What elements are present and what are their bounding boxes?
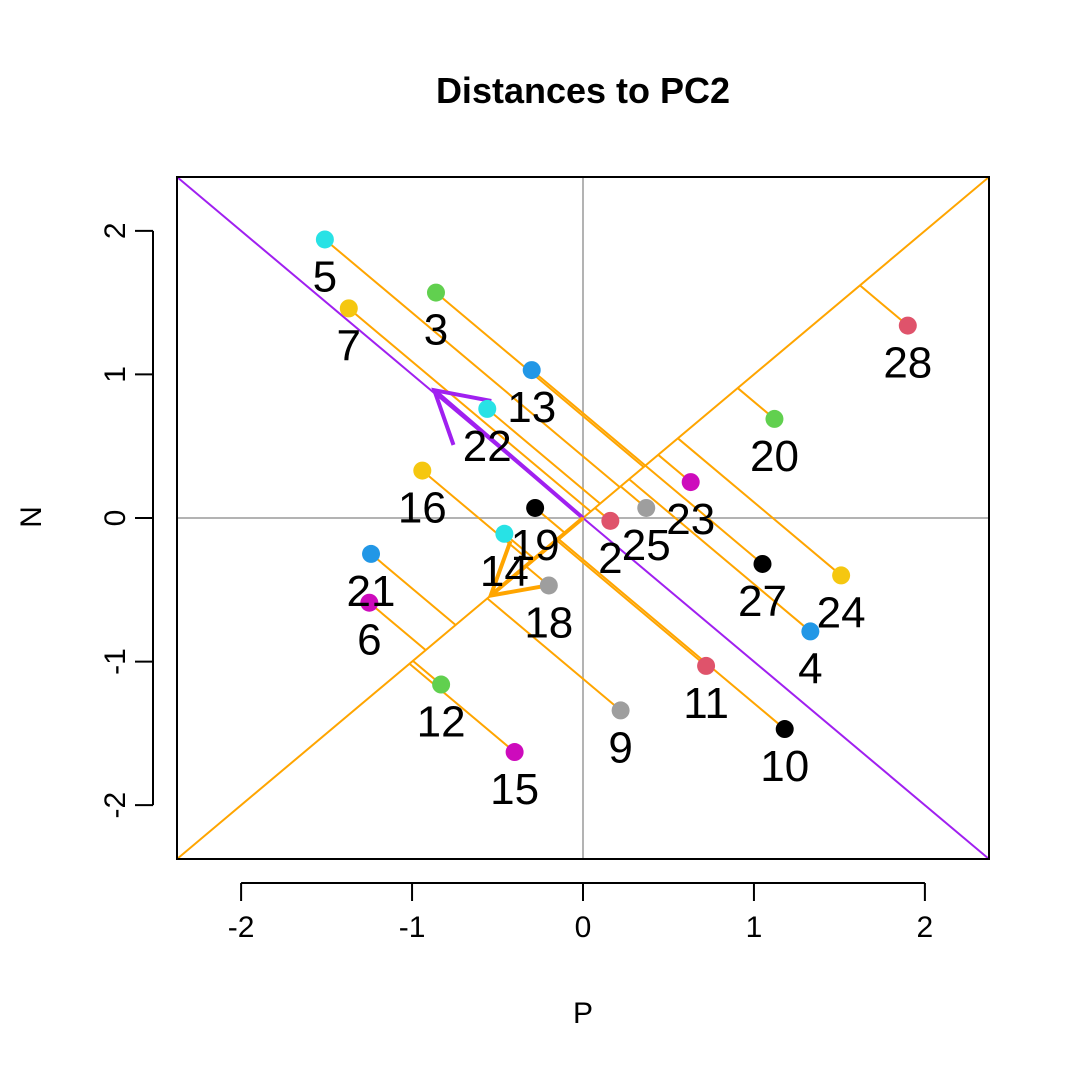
data-point [611,701,630,720]
point-label: 20 [750,432,799,481]
y-tick-label: 1 [99,366,132,383]
point-label: 23 [666,495,715,544]
orange-arrow-shaft [489,516,585,598]
data-point [832,566,851,585]
data-point [601,511,620,530]
projection-segment [486,408,601,505]
projection-segment [324,238,621,488]
projection-segment [859,284,909,327]
data-point [697,656,716,675]
projection-segment [408,662,516,753]
data-point [495,524,514,543]
projection-segment [421,469,532,563]
data-point [539,576,558,595]
x-tick-label: -1 [399,911,426,944]
point-label: 3 [424,306,448,355]
projection-segment [555,539,707,667]
projection-segment [348,307,592,513]
projection-segment [628,478,812,633]
projection-segment [435,291,645,468]
point-label: 5 [313,252,337,301]
y-tick-label: 2 [99,222,132,239]
plot-clipped-group [177,177,989,859]
projection-segment [368,601,427,651]
data-point [765,409,784,428]
point-label: 28 [883,339,932,388]
data-point [478,399,497,418]
point-label: 18 [524,598,573,647]
projection-segment [677,437,842,577]
data-point [432,675,451,694]
point-label: 22 [463,422,512,471]
data-point [360,593,379,612]
point-label: 12 [417,698,466,747]
x-tick-label: 2 [917,911,934,944]
data-point [801,622,820,641]
orange-arrow-head [487,540,549,599]
point-label: 27 [738,577,787,626]
y-tick-label: -1 [99,648,132,675]
data-point [426,283,445,302]
projection-segment [644,464,764,565]
y-tick-label: 0 [99,510,132,527]
point-label: 14 [480,547,529,596]
data-point [315,230,334,249]
y-axis-label: N [15,506,48,528]
data-point [362,544,381,563]
point-label: 9 [608,723,632,772]
y-tick-label: -2 [99,792,132,819]
data-point [637,498,656,517]
plot-frame [176,176,990,860]
point-label: 16 [398,484,447,533]
x-axis-label: P [573,997,593,1030]
point-label: 19 [511,521,560,570]
x-tick-label: 1 [746,911,763,944]
projection-segment [486,597,622,712]
point-label: 7 [337,321,361,370]
point-label: 24 [817,588,866,637]
data-point [753,554,772,573]
point-label: 2 [598,534,622,583]
point-label: 25 [622,521,671,570]
point-label: 21 [347,567,396,616]
data-point [505,743,524,762]
data-point [775,720,794,739]
projection-segment [370,553,457,626]
point-label: 10 [760,742,809,791]
point-label: 15 [490,765,539,814]
purple-arrow-shaft [432,388,585,520]
point-label: 4 [798,644,822,693]
projection-segment [531,369,647,467]
point-label: 6 [357,616,381,665]
x-tick-label: -2 [228,911,255,944]
data-point [522,361,541,380]
x-tick-label: 0 [575,911,592,944]
point-label: 11 [683,679,729,728]
purple-arrow-head [431,387,492,446]
data-point [898,316,917,335]
data-point [413,461,432,480]
data-point [526,498,545,517]
chart-title: Distances to PC2 [436,70,730,111]
point-label: 13 [507,383,556,432]
projection-segment [557,538,786,730]
data-point [339,299,358,318]
data-point [681,473,700,492]
